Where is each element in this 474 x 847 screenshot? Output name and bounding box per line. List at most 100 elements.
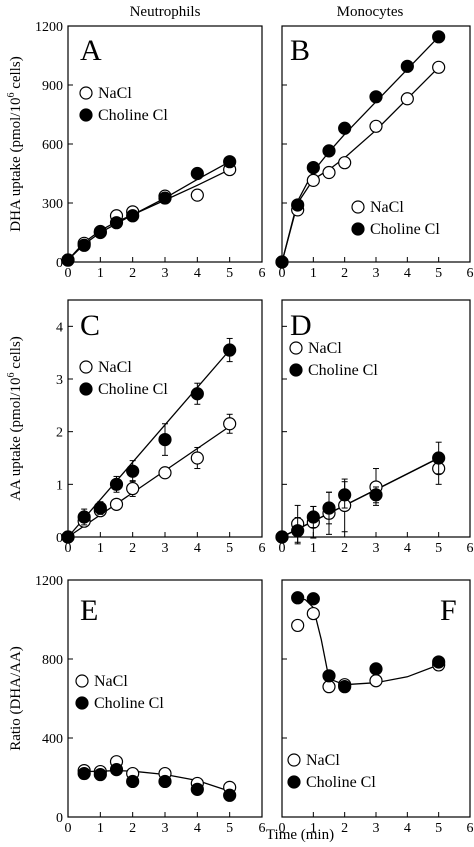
legend-marker (351, 200, 365, 214)
data-point (158, 191, 172, 205)
data-point (223, 417, 237, 431)
x-tick-label: 4 (194, 821, 201, 836)
x-tick-label: 3 (373, 821, 380, 836)
x-tick-label: 1 (310, 821, 317, 836)
x-tick-label: 5 (226, 541, 233, 556)
y-tick-label: 0 (56, 256, 63, 271)
legend-label: NaCl (306, 752, 340, 769)
x-tick-label: 4 (194, 541, 201, 556)
legend-marker (75, 696, 89, 710)
data-point (322, 165, 336, 180)
legend-marker (289, 341, 303, 355)
data-point (306, 592, 320, 606)
x-tick-label: 0 (279, 821, 286, 836)
data-point (126, 209, 140, 223)
data-point (158, 774, 172, 789)
column-title-monocytes: Monocytes (337, 4, 404, 20)
data-point (369, 90, 383, 104)
data-point (432, 60, 446, 74)
x-tick-label: 6 (259, 541, 266, 556)
x-tick-label: 5 (435, 541, 442, 556)
x-tick-label: 5 (435, 821, 442, 836)
data-point (61, 530, 75, 544)
panel-letter: D (290, 309, 312, 342)
data-point (275, 255, 289, 269)
data-point (291, 524, 305, 538)
fit-line (67, 161, 231, 261)
legend-marker (79, 108, 93, 122)
x-tick-label: 6 (467, 541, 474, 556)
x-tick-label: 0 (65, 821, 72, 836)
y-tick-label: 300 (42, 197, 63, 212)
fit-line (281, 36, 440, 263)
x-tick-label: 6 (467, 821, 474, 836)
fit-line (67, 169, 230, 261)
data-point (338, 121, 352, 135)
x-tick-label: 5 (226, 821, 233, 836)
x-tick-label: 6 (259, 821, 266, 836)
data-point (109, 216, 124, 230)
fit-line (281, 457, 439, 538)
legend-marker (287, 753, 301, 767)
data-point (223, 343, 237, 357)
data-point (190, 387, 204, 401)
data-point (61, 253, 75, 267)
data-point (223, 155, 237, 169)
data-point (369, 662, 383, 676)
x-tick-label: 0 (279, 266, 286, 281)
y-tick-label: 0 (56, 811, 63, 826)
y-axis-title: DHA uptake (pmol/106 cells) (6, 56, 24, 231)
data-point (109, 477, 124, 491)
data-point (322, 669, 336, 683)
x-tick-label: 0 (279, 541, 286, 556)
x-tick-label: 2 (129, 821, 136, 836)
y-axis-title: Ratio (DHA/AA) (8, 646, 24, 751)
data-point (275, 530, 289, 544)
legend-label: Choline Cl (98, 381, 168, 398)
data-point (322, 144, 336, 158)
legend-marker (79, 360, 93, 374)
x-tick-label: 0 (65, 266, 72, 281)
legend-marker (75, 674, 89, 688)
panel-f: 0 1 2 3 4 5 6 F NaCl Choline Cl (279, 579, 474, 836)
data-point (322, 680, 336, 694)
panel-letter: C (80, 309, 100, 342)
data-point (338, 680, 352, 694)
data-point (369, 674, 383, 688)
y-tick-label: 1200 (35, 574, 63, 589)
data-point (126, 481, 140, 496)
data-point (109, 497, 124, 511)
legend-label: Choline Cl (98, 107, 168, 124)
panel-a: 0 1 2 3 4 5 6 0 300 600 900 1200 DHA uptake (pmol/10… (6, 20, 266, 281)
x-tick-label: 4 (404, 266, 411, 281)
data-point (369, 488, 383, 502)
x-tick-label: 3 (373, 541, 380, 556)
data-point (338, 156, 352, 170)
y-tick-label: 3 (56, 373, 63, 388)
y-tick-label: 4 (56, 320, 63, 335)
legend-label: NaCl (94, 673, 128, 690)
data-point (77, 766, 91, 781)
data-point (306, 161, 320, 175)
x-tick-label: 3 (162, 541, 169, 556)
y-tick-label: 600 (42, 138, 63, 153)
data-point (126, 464, 140, 478)
y-tick-label: 2 (56, 426, 63, 441)
x-tick-label: 2 (129, 266, 136, 281)
panel-letter: A (80, 34, 102, 67)
legend-label: NaCl (98, 85, 132, 102)
legend-marker (79, 382, 93, 396)
x-tick-label: 6 (467, 266, 474, 281)
data-point (93, 767, 107, 782)
legend-marker (79, 86, 93, 100)
x-axis-title: Time (min) (266, 827, 334, 843)
data-point (126, 774, 140, 789)
panel-letter: E (80, 594, 98, 627)
data-point (158, 432, 172, 447)
data-point (109, 762, 124, 777)
legend-marker (289, 363, 303, 377)
x-tick-label: 1 (310, 541, 317, 556)
legend-label: Choline Cl (308, 362, 378, 379)
data-point (338, 488, 352, 502)
